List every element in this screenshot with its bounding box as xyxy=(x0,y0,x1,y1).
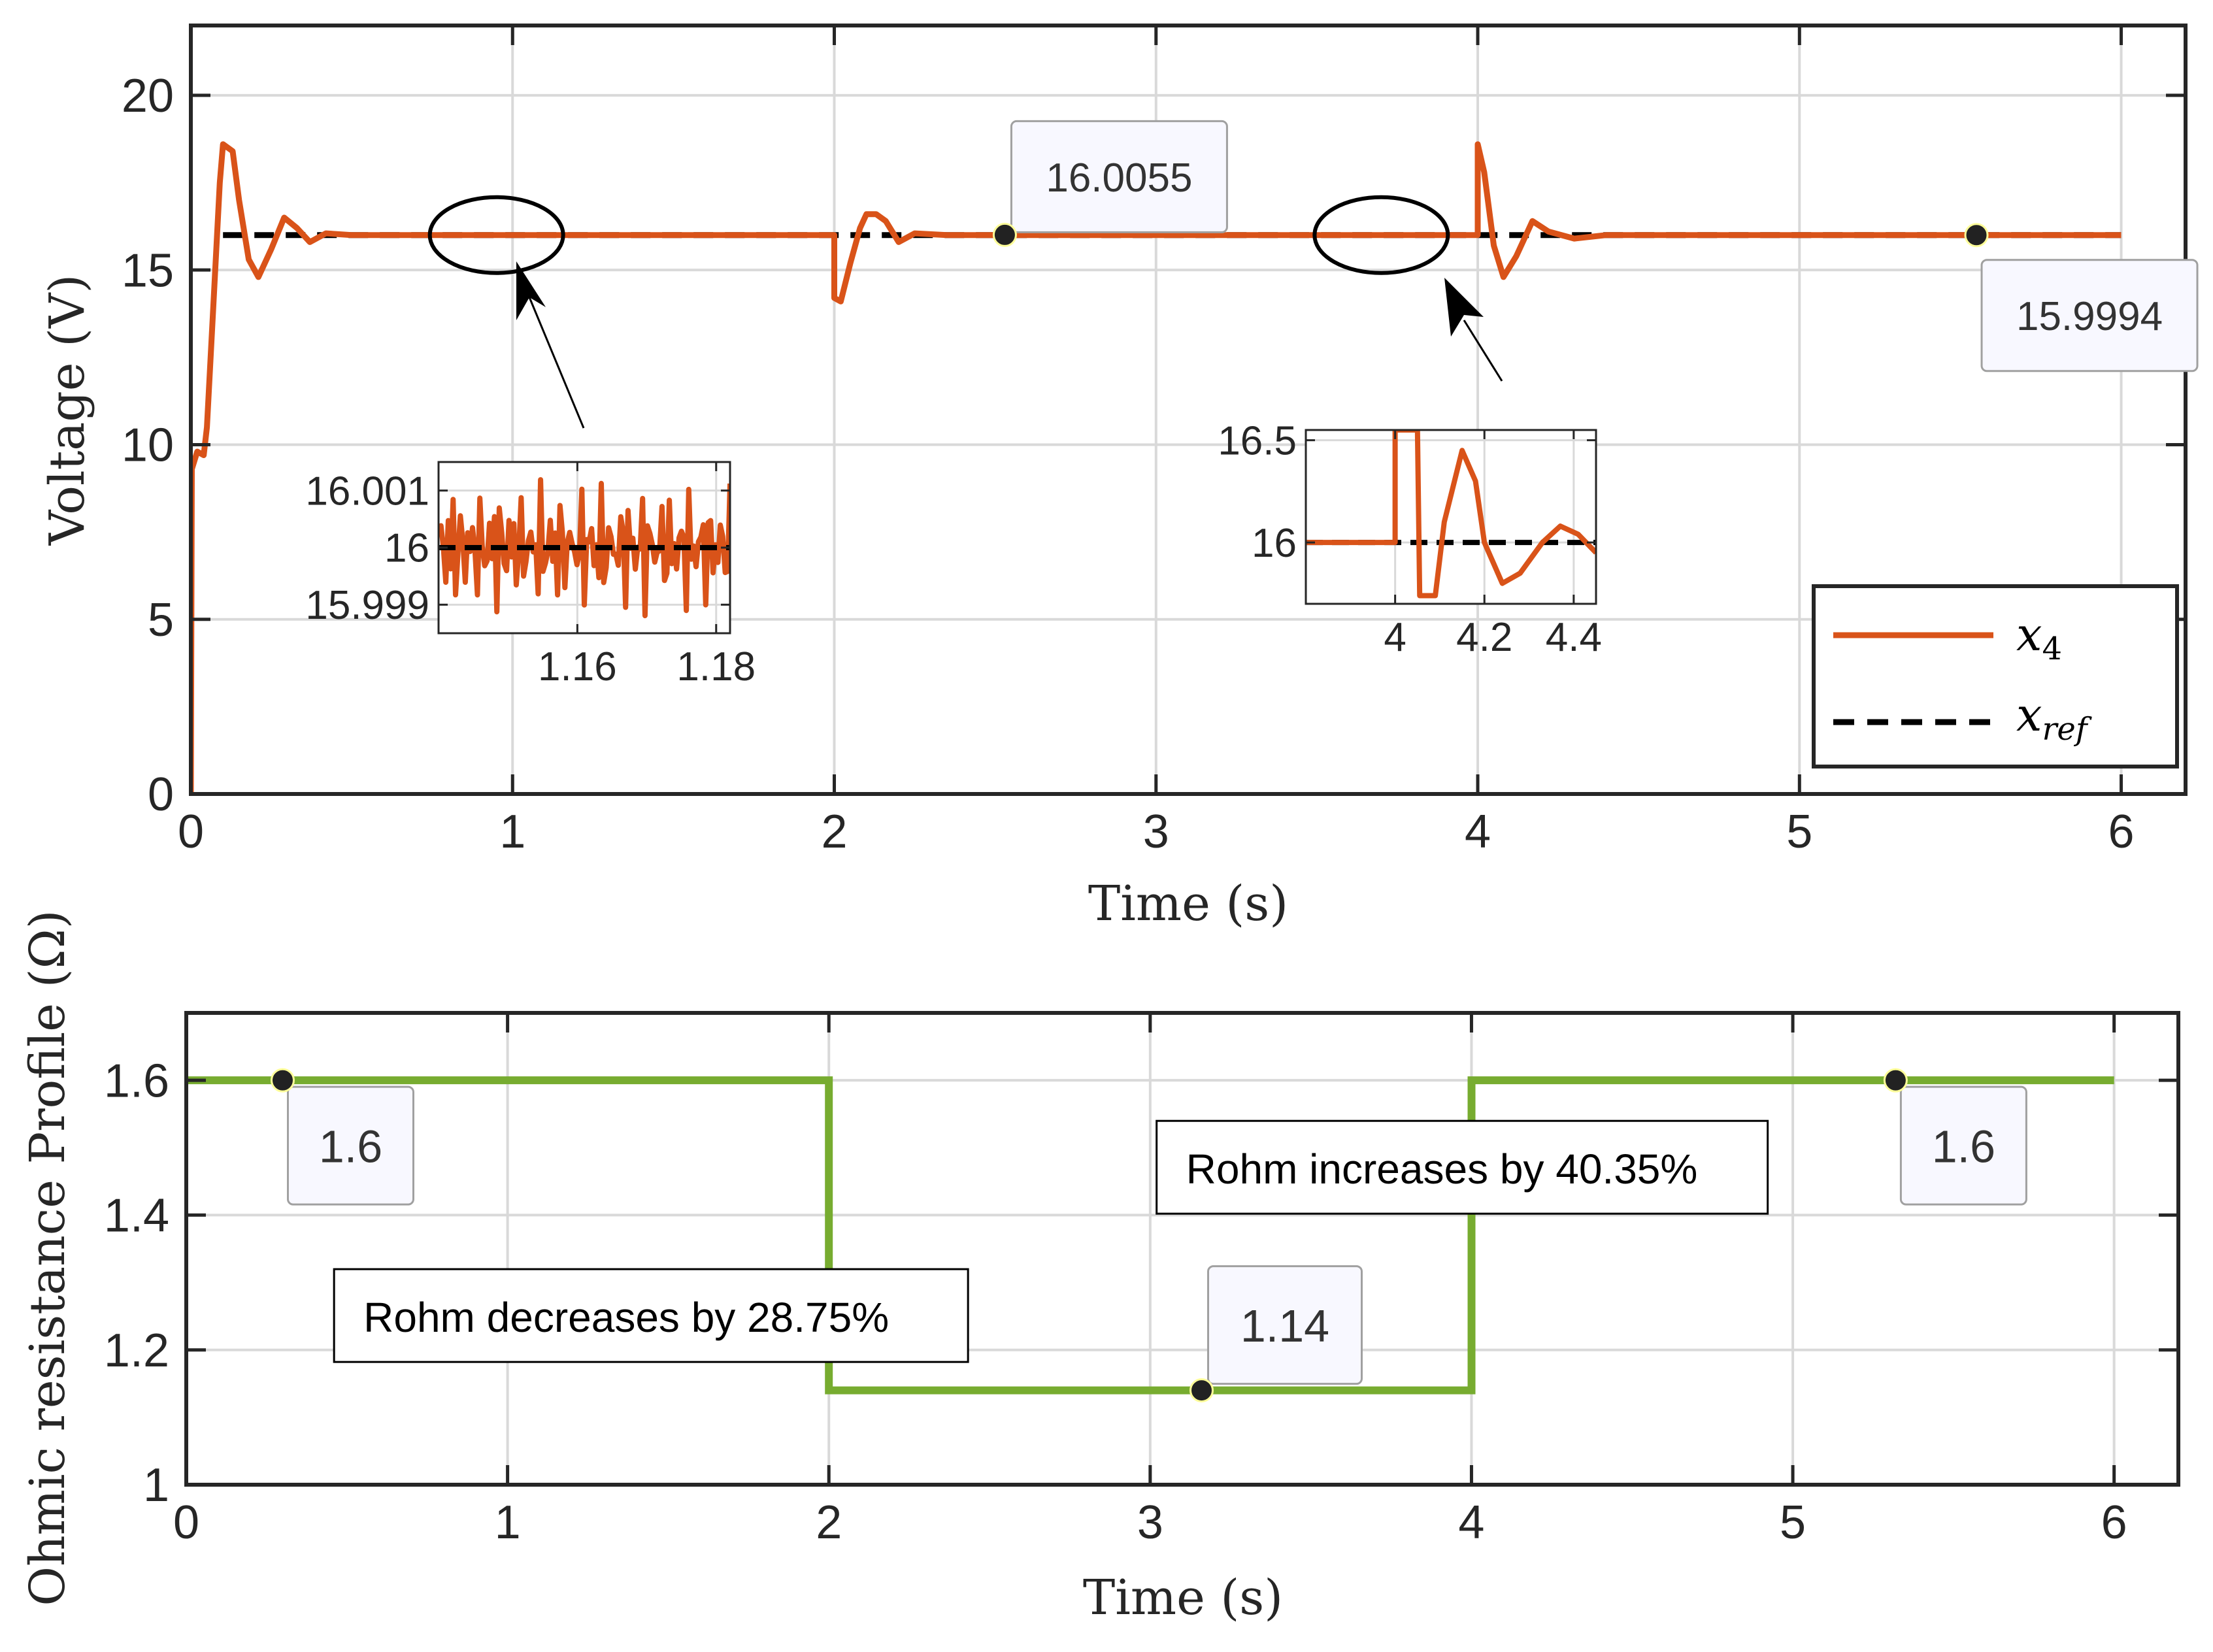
x-tick-label: 4 xyxy=(1465,806,1491,858)
y-axis-label: Ohmic resistance Profile (Ω) xyxy=(20,910,76,1606)
resistance-chart: 0 1 2 3 4 5 611.21.41.6 Rohm decreases by 28.7… xyxy=(20,910,2180,1626)
legend-label-xref: xref xyxy=(2016,688,2092,748)
x-tick-label: 3 xyxy=(1137,1496,1163,1549)
y-tick-label: 20 xyxy=(122,70,174,122)
y-tick-label: 16.5 xyxy=(1218,418,1297,463)
zoom-arrow-2-head xyxy=(1444,278,1484,337)
voltage-line-x4 xyxy=(191,141,2121,794)
zoom-inset-2: 4 4.2 4.4 16 16.5 xyxy=(1218,418,1602,660)
datatip-box xyxy=(1899,1085,2027,1206)
y-tick-label: 1.2 xyxy=(104,1325,169,1377)
x-tick-label: 6 xyxy=(2101,1496,2127,1549)
legend-label-x4: x4 xyxy=(2016,608,2062,667)
datatip-marker xyxy=(1964,223,1989,248)
x-tick-label: 3 xyxy=(1143,806,1169,858)
x-tick-label: 4 xyxy=(1384,615,1406,660)
inset1-voltage-line xyxy=(439,477,730,619)
zoom-ellipse xyxy=(1312,195,1450,275)
datatip-label: 1.6 xyxy=(1932,1121,1995,1172)
zoom-arrow-2 xyxy=(1463,320,1503,382)
x-tick-label: 0 xyxy=(178,806,204,858)
y-axis-label: Voltage (V) xyxy=(39,274,95,546)
y-tick-label: 1.4 xyxy=(104,1190,169,1242)
datatip-marker xyxy=(992,222,1017,247)
x-tick-label: 4.2 xyxy=(1456,615,1512,660)
inset2-voltage-line xyxy=(1306,430,1596,599)
x-axis-label: Time (s) xyxy=(1088,876,1288,932)
datatip-label: 16.0055 xyxy=(1046,156,1192,201)
resistance-line xyxy=(186,1076,2114,1395)
x-tick-label: 1.16 xyxy=(538,644,617,689)
datatip-label: 1.6 xyxy=(319,1121,382,1172)
x-tick-label: 4.4 xyxy=(1546,615,1602,660)
x-tick-label: 4 xyxy=(1458,1496,1484,1549)
y-tick-label: 16 xyxy=(384,526,429,571)
y-tick-label: 0 xyxy=(148,768,174,821)
x-tick-label: 1 xyxy=(499,806,525,858)
zoom-arrow-1 xyxy=(528,297,585,429)
annotation-box xyxy=(333,1268,969,1363)
y-tick-label: 5 xyxy=(148,594,174,646)
x-tick-label: 2 xyxy=(821,806,847,858)
datatip-marker xyxy=(1189,1378,1214,1403)
x-tick-label: 1 xyxy=(495,1496,521,1549)
zoom-arrow-1-head xyxy=(516,261,546,320)
axis-ticks: 0 1 2 3 4 5 611.21.41.6 xyxy=(104,1013,2178,1549)
legend: x4 xref xyxy=(1812,584,2179,768)
x-tick-label: 5 xyxy=(1786,806,1812,858)
y-tick-label: 10 xyxy=(122,420,174,472)
datatip-box xyxy=(1980,259,2199,372)
datatip-label: 15.9994 xyxy=(2016,294,2163,339)
datatip-label: 1.14 xyxy=(1240,1300,1329,1351)
zoom-ellipse xyxy=(427,195,565,275)
x-axis-label: Time (s) xyxy=(1083,1570,1283,1626)
y-tick-label: 15.999 xyxy=(305,583,429,628)
y-tick-label: 1.6 xyxy=(104,1055,169,1107)
datatip-box xyxy=(286,1085,414,1206)
datatip-marker xyxy=(270,1068,295,1093)
datatip-box xyxy=(1010,120,1228,233)
annotation-box xyxy=(1156,1119,1769,1215)
annotation-text: Rohm decreases by 28.75% xyxy=(363,1294,889,1341)
axis-ticks: 0 1 2 3 4 5 6 0 5 10 15 20 xyxy=(122,25,2186,858)
x-tick-label: 5 xyxy=(1780,1496,1806,1549)
plot-frame xyxy=(184,1011,2180,1487)
y-tick-label: 1 xyxy=(143,1459,169,1512)
y-tick-label: 16 xyxy=(1252,521,1297,566)
y-tick-label: 16.001 xyxy=(305,469,429,514)
y-tick-label: 15 xyxy=(122,244,174,297)
zoom-inset-1: 1.16 1.18 15.999 16 16.001 xyxy=(305,461,756,689)
plot-frame xyxy=(189,24,2188,796)
annotation-text: Rohm increases by 40.35% xyxy=(1186,1146,1698,1193)
voltage-chart: 0 1 2 3 4 5 6 0 5 10 15 20 1.16 1.18 15.999 16 16.001 xyxy=(39,24,2199,932)
x-tick-label: 0 xyxy=(173,1496,199,1549)
x-tick-label: 6 xyxy=(2108,806,2135,858)
datatip-box xyxy=(1206,1265,1363,1385)
x-tick-label: 1.18 xyxy=(676,644,756,689)
x-tick-label: 2 xyxy=(816,1496,842,1549)
datatip-marker xyxy=(1883,1068,1908,1093)
